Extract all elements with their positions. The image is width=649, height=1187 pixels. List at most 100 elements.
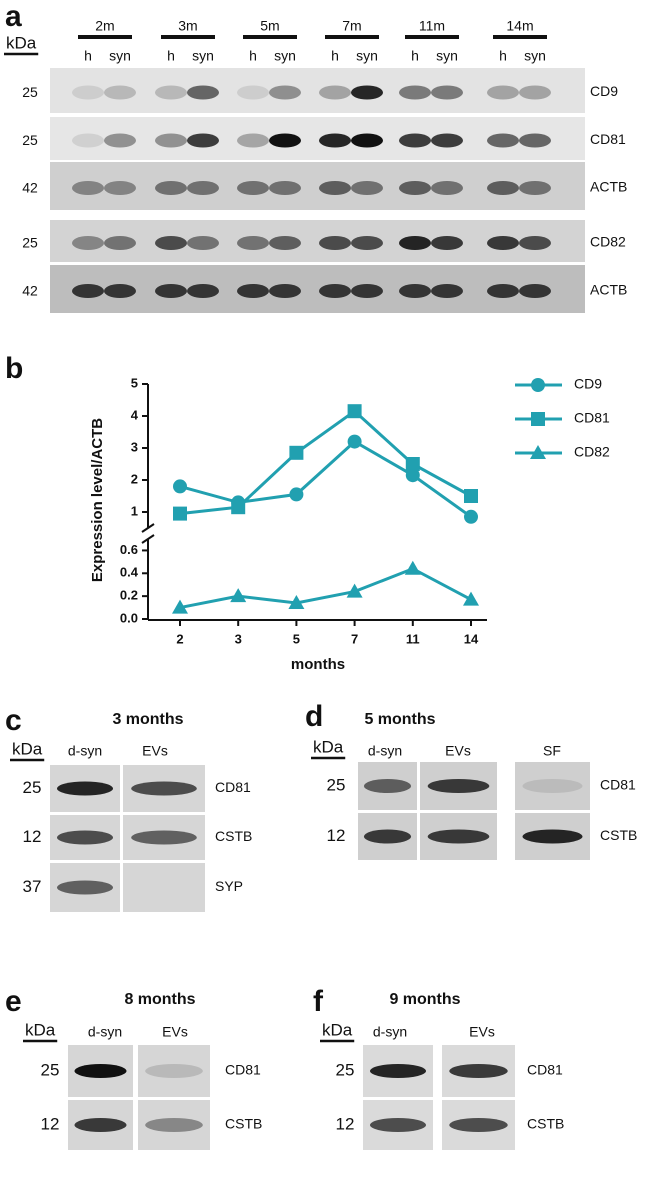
lane-label: syn — [436, 48, 458, 64]
blot-band — [237, 85, 269, 100]
protein-label: CSTB — [215, 828, 252, 844]
blot-strip — [123, 863, 205, 912]
blot-band — [237, 133, 269, 148]
blot-band — [269, 85, 301, 100]
line — [179, 567, 472, 610]
panel-label: f — [313, 985, 324, 1018]
y-tick-label: 3 — [131, 439, 138, 454]
lane-label: syn — [524, 48, 546, 64]
marker — [289, 445, 304, 460]
marker — [230, 588, 247, 603]
blot-band — [319, 85, 351, 100]
kda-value: 12 — [327, 826, 346, 845]
x-tick-label: 2 — [176, 631, 183, 646]
x-tick-label: 14 — [464, 631, 479, 646]
panel-title: 9 months — [389, 991, 460, 1008]
blot-band — [269, 133, 301, 148]
lane-label: h — [167, 48, 175, 64]
panel-label: c — [5, 704, 22, 737]
line — [179, 439, 472, 519]
protein-label: CD82 — [590, 234, 626, 250]
blot-band — [131, 781, 197, 796]
kda-value: 25 — [22, 235, 38, 251]
marker — [405, 457, 420, 471]
protein-label: CD81 — [600, 777, 636, 793]
kda-value: 12 — [23, 827, 42, 846]
lane-label: SF — [543, 743, 561, 759]
blot-band — [72, 284, 104, 298]
marker — [347, 404, 362, 419]
blot-band — [104, 85, 136, 100]
panel-title: 3 months — [112, 711, 183, 728]
blot-band — [363, 829, 412, 844]
blot-band — [145, 1118, 203, 1132]
lane-label: syn — [109, 48, 131, 64]
y-tick-label: 4 — [131, 407, 139, 422]
blot-band — [269, 236, 301, 250]
protein-label: CD81 — [225, 1062, 261, 1078]
blot-band — [237, 181, 269, 195]
marker — [464, 509, 478, 524]
y-tick-label: 5 — [131, 375, 138, 390]
protein-label: ACTB — [590, 179, 627, 195]
lane-label: h — [411, 48, 419, 64]
group-label: 3m — [178, 18, 197, 34]
lane-label: h — [499, 48, 507, 64]
lane-label: EVs — [469, 1024, 495, 1040]
panel-label: d — [305, 700, 323, 733]
group-bar — [161, 35, 215, 39]
lane-label: h — [249, 48, 257, 64]
blot-band — [57, 880, 113, 895]
protein-label: CSTB — [225, 1116, 262, 1132]
blot-strip — [138, 1045, 210, 1097]
group-bar — [78, 35, 132, 39]
axis-break — [141, 523, 155, 533]
y-axis-label: Expression level/ACTB — [89, 418, 106, 582]
kda-header: kDa — [25, 1020, 56, 1039]
blot-band — [351, 133, 383, 148]
blot-band — [72, 236, 104, 250]
blot-band — [74, 1118, 127, 1132]
kda-value: 12 — [41, 1114, 60, 1133]
blot-band — [351, 236, 383, 250]
blot-band — [187, 181, 219, 195]
blot-band — [449, 1064, 508, 1078]
y-tick-label: 0.0 — [120, 610, 138, 625]
marker — [405, 468, 420, 483]
marker — [531, 378, 545, 392]
blot-band — [72, 181, 104, 195]
group-label: 5m — [260, 18, 279, 34]
blot-band — [104, 133, 136, 148]
blot-band — [427, 829, 490, 844]
x-axis-label: months — [291, 656, 345, 673]
kda-value: 25 — [23, 778, 42, 797]
blot-strip — [138, 1100, 210, 1150]
blot-band — [519, 85, 551, 100]
blot-strip — [50, 68, 585, 113]
kda-value: 25 — [41, 1060, 60, 1079]
kda-header: kDa — [322, 1020, 353, 1039]
line — [179, 409, 472, 516]
marker — [404, 560, 421, 575]
blot-band — [487, 85, 519, 100]
blot-band — [72, 85, 104, 100]
kda-value: 25 — [22, 84, 38, 100]
x-tick-label: 3 — [235, 631, 242, 646]
blot-band — [431, 133, 463, 148]
blot-band — [522, 779, 583, 793]
blot-band — [487, 284, 519, 298]
panel-title: 8 months — [124, 991, 195, 1008]
group-bar — [325, 35, 379, 39]
lane-label: EVs — [162, 1024, 188, 1040]
lane-label: EVs — [142, 743, 168, 759]
blot-band — [370, 1064, 426, 1078]
marker — [288, 595, 305, 609]
protein-label: CD9 — [590, 83, 618, 99]
marker — [173, 506, 187, 521]
group-bar — [405, 35, 459, 39]
kda-value: 12 — [336, 1114, 355, 1133]
blot-band — [155, 284, 187, 298]
blot-band — [487, 133, 519, 148]
protein-label: SYP — [215, 878, 243, 894]
